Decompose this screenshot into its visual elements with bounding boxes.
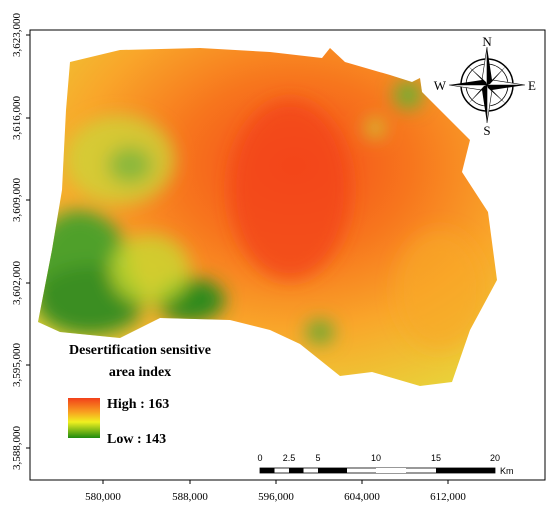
scale-bar: 0 2.5 5 10 15 20 Km [257,453,513,476]
y-tick-label: 3,588,000 [11,426,23,471]
y-tick-label: 3,609,000 [11,178,23,223]
scale-label: 2.5 [283,453,296,463]
x-tick-label: 580,000 [85,491,121,503]
legend: Desertification sensitive area index Hig… [68,343,211,447]
x-tick-label: 596,000 [258,491,294,503]
compass-south: S [483,123,490,138]
x-tick-label: 588,000 [172,491,208,503]
x-tick-label: 612,000 [430,491,466,503]
scale-label: 15 [431,453,441,463]
scale-unit: Km [500,466,514,476]
legend-title: area index [109,365,171,380]
legend-low: Low : 143 [107,432,166,447]
scale-label: 0 [257,453,262,463]
y-tick-label: 3,595,000 [11,343,23,388]
compass-west: W [434,78,447,93]
x-tick-label: 604,000 [344,491,380,503]
compass-north: N [482,34,492,49]
compass: N S E W [434,34,536,138]
scale-label: 20 [490,453,500,463]
y-tick-label: 3,602,000 [11,261,23,306]
y-axis: 3,623,000 3,616,000 3,609,000 3,602,000 … [11,13,30,471]
legend-title: Desertification sensitive [69,343,211,358]
compass-east: E [528,78,536,93]
legend-ramp [68,398,100,438]
scale-label: 10 [371,453,381,463]
scale-label: 5 [315,453,320,463]
y-tick-label: 3,616,000 [11,96,23,141]
legend-high: High : 163 [107,397,169,412]
y-tick-label: 3,623,000 [11,13,23,58]
x-axis: 580,000 588,000 596,000 604,000 612,000 [85,480,466,503]
